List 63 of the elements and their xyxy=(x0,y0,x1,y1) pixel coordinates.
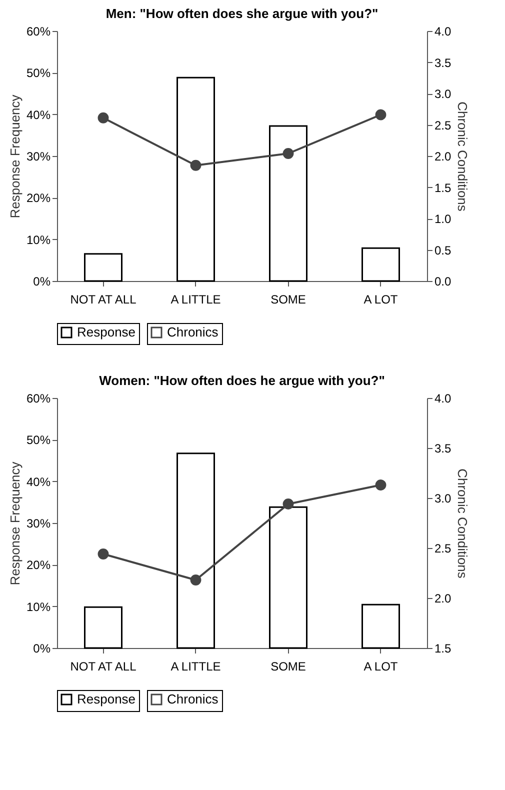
bar xyxy=(84,253,122,282)
y2-axis-title: Chronic Conditions xyxy=(455,102,470,212)
point xyxy=(375,109,386,120)
bar xyxy=(84,606,122,649)
y2-tick-label: 2.0 xyxy=(434,592,452,606)
legend-label: Response xyxy=(77,324,136,340)
y2-tick-label: 1.5 xyxy=(434,642,452,656)
point xyxy=(98,548,109,560)
legend-label: Chronics xyxy=(167,692,219,706)
legend-label: Response xyxy=(77,692,136,706)
y-axis-title: Response Frequency xyxy=(7,94,22,218)
chart-title: Women: "How often does he argue with you?" xyxy=(99,373,385,388)
legend-label: Chronics xyxy=(167,324,219,340)
y2-tick-label: 0.5 xyxy=(434,243,452,258)
y2-axis-title: Chronic Conditions xyxy=(455,468,470,579)
chart-title: Men: "How often does she argue with you?" xyxy=(106,6,378,21)
bar xyxy=(176,76,215,282)
y2-tick-label: 3.5 xyxy=(434,442,452,456)
x-tick-label: A LOT xyxy=(364,292,398,306)
y2-tick-label: 3.5 xyxy=(434,56,452,70)
point xyxy=(190,160,202,171)
y-tick-label: 50% xyxy=(26,433,51,448)
y-tick-label: 60% xyxy=(26,24,51,38)
y-tick-label: 60% xyxy=(26,392,51,406)
y-tick-label: 50% xyxy=(26,66,51,80)
y-tick-label: 0% xyxy=(33,642,51,656)
y-tick-label: 20% xyxy=(26,191,51,206)
y-tick-label: 10% xyxy=(26,600,51,614)
bar xyxy=(362,604,400,649)
y-tick-label: 30% xyxy=(26,150,51,164)
y-tick-label: 10% xyxy=(26,232,51,247)
x-tick-label: SOME xyxy=(270,292,306,306)
x-tick-label: NOT AT ALL xyxy=(70,660,137,674)
x-tick-label: A LITTLE xyxy=(170,660,221,674)
point xyxy=(375,480,386,490)
y2-tick-label: 2.5 xyxy=(434,542,452,556)
bar xyxy=(362,247,400,282)
point xyxy=(98,112,109,124)
x-tick-label: A LOT xyxy=(364,660,398,674)
y2-tick-label: 2.5 xyxy=(434,118,452,132)
y2-tick-label: 0.0 xyxy=(434,274,452,288)
y2-tick-label: 1.5 xyxy=(434,180,452,195)
point xyxy=(190,574,202,586)
point xyxy=(282,148,294,159)
bar xyxy=(176,452,215,649)
point xyxy=(282,498,294,510)
y2-tick-label: 4.0 xyxy=(434,392,452,406)
y2-tick-label: 1.0 xyxy=(434,212,452,226)
x-tick-label: SOME xyxy=(270,660,306,674)
x-tick-label: A LITTLE xyxy=(170,292,221,306)
y-tick-label: 20% xyxy=(26,558,51,572)
bar xyxy=(269,506,308,649)
y-tick-label: 30% xyxy=(26,516,51,530)
y-axis-title: Response Frequency xyxy=(7,461,22,586)
y2-tick-label: 3.0 xyxy=(434,492,452,506)
y-tick-label: 0% xyxy=(33,274,51,288)
y2-tick-label: 3.0 xyxy=(434,87,452,101)
x-tick-label: NOT AT ALL xyxy=(70,292,137,306)
bar xyxy=(269,125,308,282)
y2-tick-label: 2.0 xyxy=(434,150,452,164)
y2-tick-label: 4.0 xyxy=(434,24,452,38)
y-tick-label: 40% xyxy=(26,108,51,122)
y-tick-label: 40% xyxy=(26,474,51,489)
